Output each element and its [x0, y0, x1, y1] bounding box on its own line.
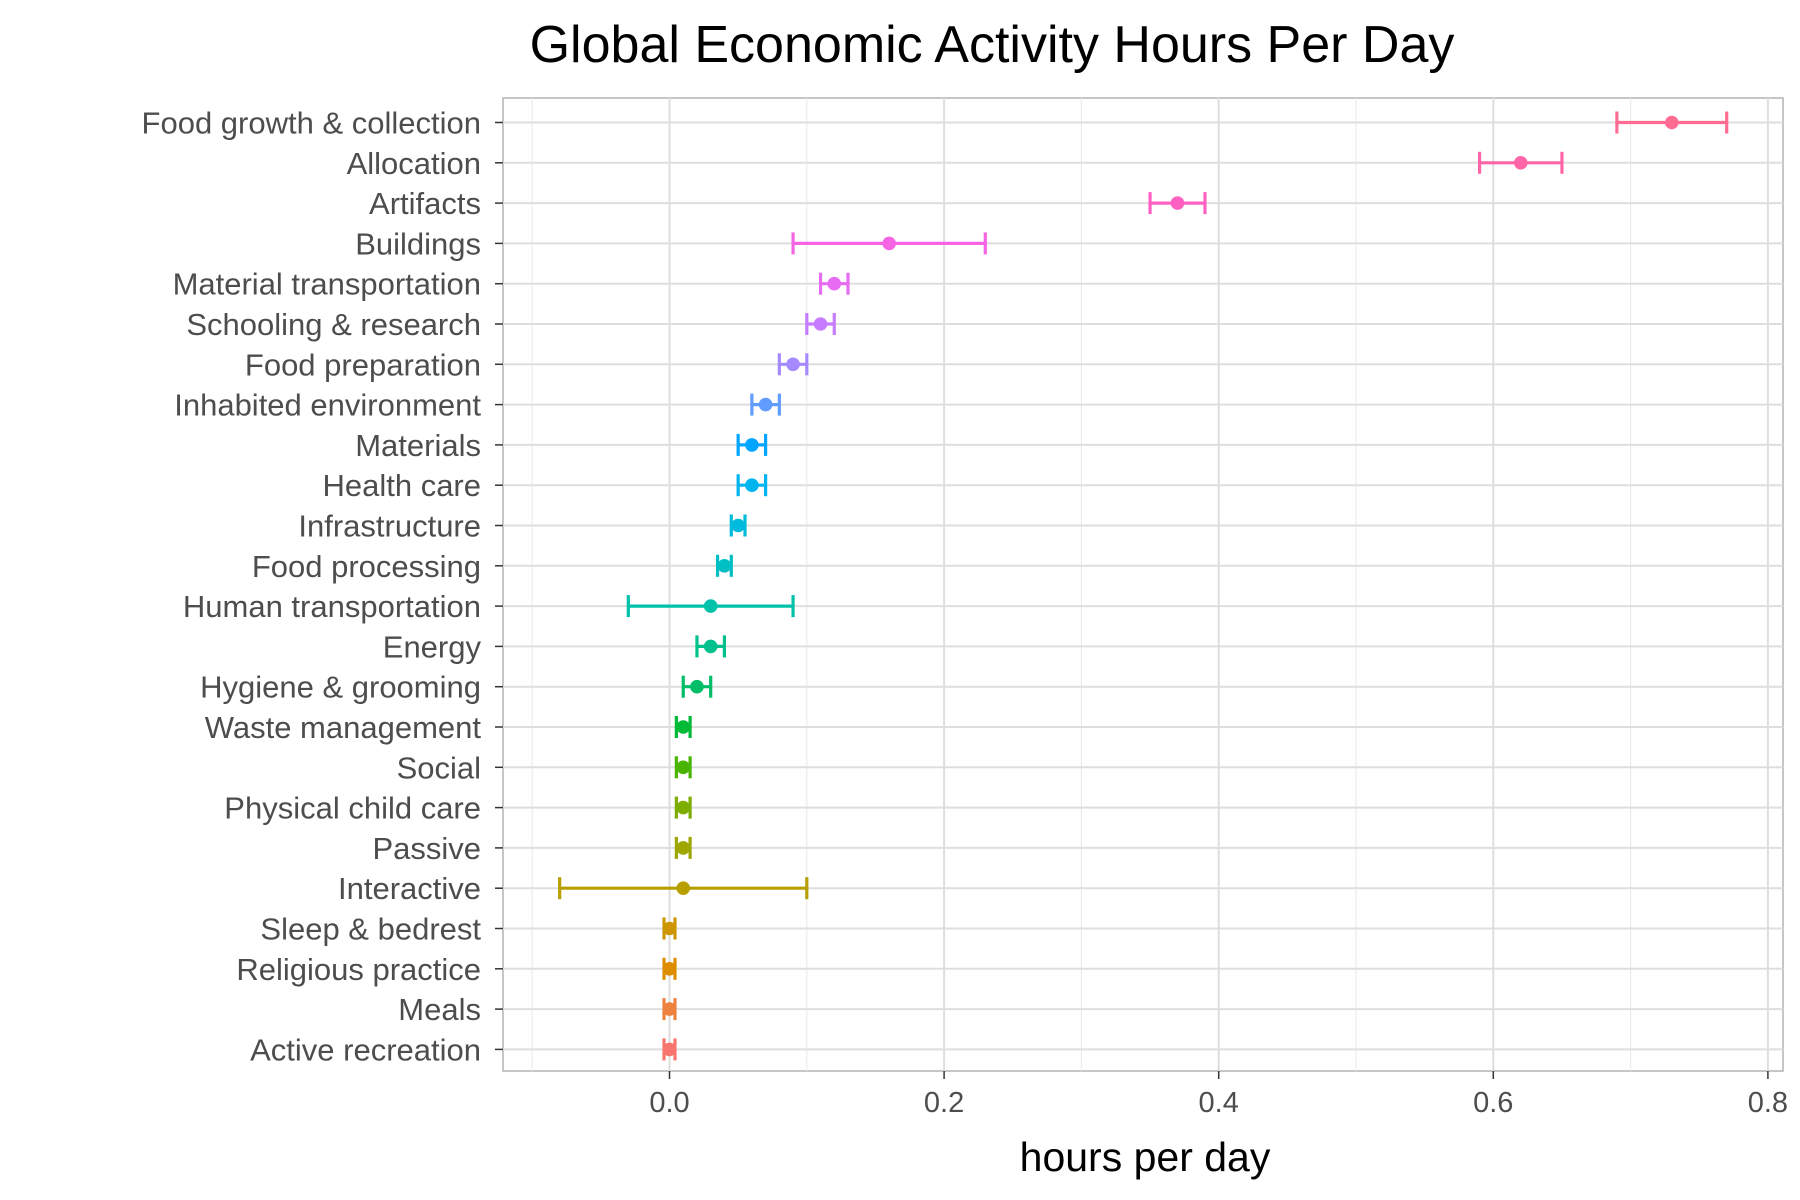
data-point [703, 599, 718, 613]
data-point-group [662, 998, 677, 1021]
data-point [662, 921, 677, 936]
y-tick-label: Food preparation [245, 347, 481, 382]
data-point-group [1615, 111, 1729, 134]
data-point [1664, 115, 1679, 130]
data-point [882, 236, 896, 251]
x-tick-label: 0.8 [1748, 1087, 1788, 1119]
data-point-group [715, 554, 733, 577]
data-point [676, 800, 691, 815]
data-point [703, 639, 718, 654]
data-point [731, 518, 745, 533]
plot-border [502, 97, 1784, 1072]
y-tick-label: Human transportation [183, 589, 481, 624]
data-point-group [558, 877, 809, 900]
y-tick-label: Energy [383, 629, 482, 664]
y-tick-label: Hygiene & grooming [200, 670, 481, 705]
y-tick-label: Sleep & bedrest [260, 912, 481, 947]
data-point [745, 478, 759, 493]
x-tick-label: 0.6 [1473, 1087, 1513, 1119]
y-tick-label: Active recreation [250, 1032, 481, 1067]
data-point-group [777, 353, 809, 376]
y-tick-label: Infrastructure [298, 509, 481, 544]
data-point-group [674, 836, 692, 859]
y-tick-label: Meals [398, 992, 481, 1027]
y-tick-label: Waste management [205, 710, 482, 745]
y-tick-label: Schooling & research [186, 307, 481, 342]
x-tick-label: 0.2 [924, 1087, 964, 1119]
data-point-group [662, 917, 677, 940]
x-axis-title: hours per day [1020, 1134, 1271, 1180]
y-tick-label: Food processing [252, 549, 481, 584]
data-point [758, 397, 773, 412]
data-point-group [818, 272, 850, 295]
data-point [813, 317, 828, 331]
data-point-group [1148, 192, 1207, 215]
data-point-group [736, 433, 768, 456]
data-point [745, 438, 759, 452]
y-tick-label: Materials [355, 428, 481, 463]
y-tick-label: Artifacts [369, 186, 481, 221]
data-point-group [695, 635, 727, 658]
x-axis-ticks: 0.0 0.2 0.4 0.6 0.8 [649, 1071, 1788, 1119]
y-tick-label: Material transportation [173, 267, 481, 302]
data-point [786, 357, 800, 372]
x-tick-label: 0.0 [649, 1087, 689, 1119]
data-point [1513, 156, 1528, 170]
y-tick-label: Inhabited environment [174, 388, 481, 423]
y-tick-label: Health care [322, 468, 481, 503]
category-labels: Food growth & collection Allocation Artifa… [142, 106, 503, 1067]
data-point-group [674, 716, 692, 738]
data-point-group [662, 957, 677, 980]
y-tick-label: Buildings [355, 226, 481, 261]
data-point [676, 720, 691, 734]
data-point-group [1477, 151, 1564, 174]
data-point [676, 881, 691, 895]
data-point-group [674, 756, 692, 779]
data-point-group [729, 514, 747, 537]
x-tick-label: 0.4 [1199, 1087, 1239, 1119]
y-tick-label: Religious practice [236, 952, 481, 987]
data-point [662, 1042, 677, 1057]
data-point [690, 679, 704, 694]
data-point-group [791, 232, 987, 255]
data-point-group [805, 313, 836, 335]
data-point [662, 1002, 677, 1016]
data-point [662, 962, 677, 976]
data-point-group [736, 474, 768, 497]
y-tick-label: Interactive [338, 871, 481, 906]
data-point-group [674, 796, 692, 819]
data-point [676, 841, 691, 855]
grid-lines [503, 98, 1783, 1071]
data-marks [558, 111, 1729, 1061]
data-point [1170, 196, 1185, 210]
data-point [827, 276, 842, 291]
chart-title: Global Economic Activity Hours Per Day [530, 16, 1455, 74]
data-point-group [662, 1038, 677, 1061]
y-tick-label: Allocation [347, 146, 481, 181]
data-point-group [681, 675, 713, 698]
plot-background [503, 98, 1783, 1071]
data-point-group [626, 595, 795, 618]
y-tick-label: Passive [372, 831, 481, 866]
data-point [717, 559, 732, 573]
y-tick-label: Physical child care [224, 791, 481, 826]
y-tick-label: Social [397, 750, 481, 785]
data-point [676, 760, 691, 775]
data-point-group [750, 393, 781, 416]
plot-panel [502, 97, 1784, 1072]
y-tick-label: Food growth & collection [142, 106, 481, 141]
